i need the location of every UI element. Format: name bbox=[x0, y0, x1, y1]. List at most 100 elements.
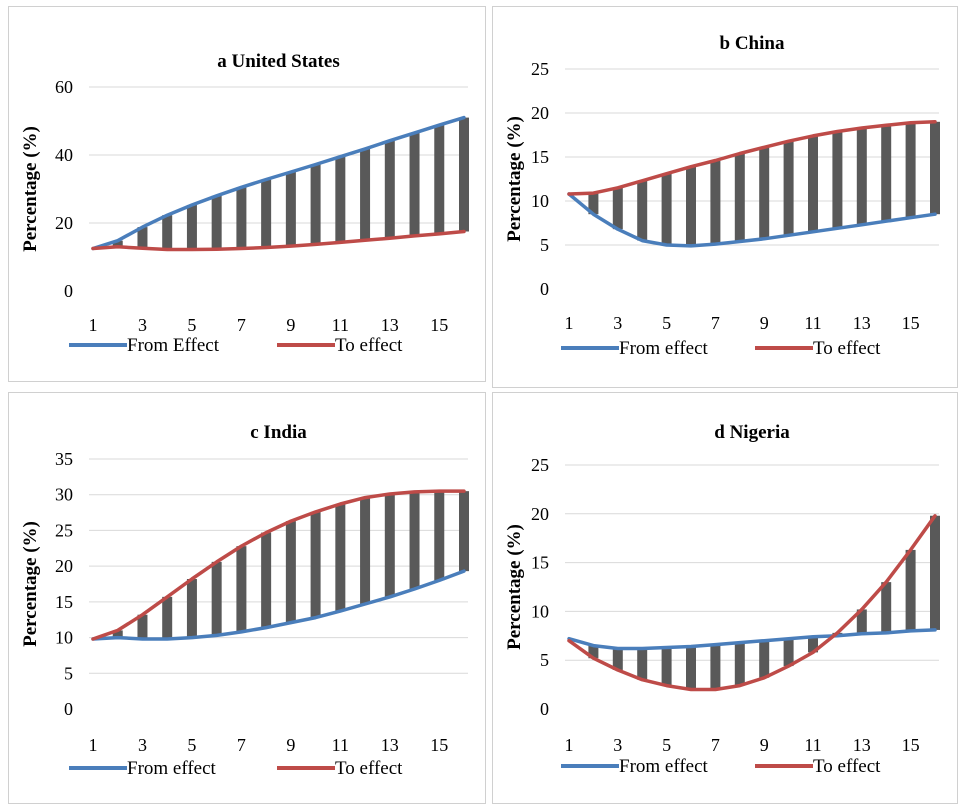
x-tick-label: 3 bbox=[138, 315, 147, 335]
difference-bar bbox=[734, 153, 745, 242]
x-tick-label: 5 bbox=[662, 313, 671, 333]
difference-bar bbox=[211, 561, 222, 636]
chart-panel-b: 0 5 10 15 20 25 1 3 5 7 9 11 13 15 b China Percentage (… bbox=[492, 6, 958, 388]
difference-bar bbox=[285, 172, 296, 247]
y-axis-label: Percentage (%) bbox=[20, 126, 41, 252]
y-tick-label: 20 bbox=[531, 103, 549, 123]
y-tick-label: 5 bbox=[540, 650, 549, 670]
difference-bar bbox=[856, 609, 867, 634]
difference-bar bbox=[335, 156, 346, 243]
difference-bar bbox=[186, 204, 197, 250]
legend-label: From Effect bbox=[127, 335, 220, 356]
difference-bar bbox=[261, 179, 272, 248]
difference-bar bbox=[409, 132, 420, 236]
difference-bar bbox=[588, 645, 599, 659]
difference-bar bbox=[211, 195, 222, 250]
difference-bar bbox=[759, 147, 770, 239]
y-tick-label: 0 bbox=[64, 281, 73, 301]
y-tick-label: 15 bbox=[55, 592, 73, 612]
difference-bar bbox=[459, 117, 469, 232]
difference-bar bbox=[783, 638, 794, 667]
y-tick-label: 20 bbox=[531, 504, 549, 524]
x-tick-label: 7 bbox=[711, 735, 720, 755]
difference-bar bbox=[661, 647, 672, 686]
difference-bar bbox=[759, 640, 770, 678]
series-line-to-effect bbox=[567, 120, 937, 196]
difference-bar bbox=[459, 491, 469, 572]
x-tick-label: 5 bbox=[187, 735, 196, 755]
difference-bar bbox=[881, 582, 892, 633]
legend-label: From effect bbox=[127, 758, 217, 779]
x-tick-label: 11 bbox=[804, 313, 821, 333]
chart-title: a United States bbox=[217, 51, 339, 72]
x-tick-label: 11 bbox=[804, 735, 821, 755]
difference-bar bbox=[686, 166, 696, 246]
series-line-from-effect bbox=[567, 628, 937, 651]
difference-bar bbox=[612, 187, 623, 230]
difference-bar bbox=[261, 532, 272, 628]
difference-bar bbox=[112, 240, 123, 247]
difference-bar bbox=[310, 164, 321, 245]
x-tick-label: 15 bbox=[430, 735, 448, 755]
x-tick-label: 9 bbox=[286, 315, 295, 335]
difference-bar bbox=[661, 173, 672, 245]
difference-bar bbox=[783, 141, 794, 236]
difference-bar bbox=[832, 131, 843, 229]
chart-panel-d: 0 5 10 15 20 25 1 3 5 7 9 11 13 15 d Nigeria Percentage… bbox=[492, 392, 958, 804]
series-line-to-effect bbox=[91, 229, 466, 252]
difference-bar bbox=[710, 644, 721, 690]
y-tick-label: 25 bbox=[531, 455, 549, 475]
x-tick-label: 15 bbox=[902, 735, 920, 755]
difference-bar bbox=[384, 494, 395, 597]
y-tick-label: 40 bbox=[55, 145, 73, 165]
difference-bar bbox=[905, 122, 916, 218]
y-axis-label: Percentage (%) bbox=[504, 116, 525, 242]
x-tick-label: 11 bbox=[332, 735, 349, 755]
difference-bar bbox=[612, 648, 623, 670]
x-tick-label: 13 bbox=[381, 315, 399, 335]
y-tick-label: 10 bbox=[55, 628, 73, 648]
y-tick-label: 25 bbox=[55, 520, 73, 540]
series-line-from-effect bbox=[91, 115, 466, 251]
y-tick-label: 25 bbox=[531, 59, 549, 79]
y-tick-label: 5 bbox=[64, 663, 73, 683]
chart-panel-c: 0 5 10 15 20 25 30 35 1 3 5 7 9 11 13 15 c India Percenta… bbox=[8, 392, 486, 804]
legend-label: To effect bbox=[813, 756, 881, 777]
chart-title: b China bbox=[720, 33, 785, 54]
x-tick-label: 13 bbox=[381, 735, 399, 755]
difference-bar bbox=[588, 193, 599, 215]
series-line-from-effect bbox=[91, 569, 466, 641]
difference-bar bbox=[360, 148, 371, 241]
x-tick-label: 7 bbox=[237, 315, 246, 335]
y-axis-label: Percentage (%) bbox=[20, 521, 41, 647]
difference-bar bbox=[384, 140, 395, 239]
x-tick-label: 9 bbox=[286, 735, 295, 755]
legend-label: To effect bbox=[813, 338, 881, 359]
y-tick-label: 15 bbox=[531, 147, 549, 167]
x-tick-label: 11 bbox=[332, 315, 349, 335]
x-tick-label: 1 bbox=[89, 735, 98, 755]
difference-bar bbox=[137, 227, 148, 249]
difference-bar bbox=[335, 504, 346, 612]
x-tick-label: 1 bbox=[565, 313, 574, 333]
difference-bar bbox=[637, 648, 648, 680]
x-tick-label: 9 bbox=[760, 735, 769, 755]
y-tick-label: 0 bbox=[64, 699, 73, 719]
difference-bar bbox=[137, 614, 148, 639]
y-tick-label: 10 bbox=[531, 601, 549, 621]
difference-bar bbox=[637, 180, 648, 241]
difference-bar bbox=[409, 491, 420, 589]
difference-bar bbox=[186, 579, 197, 638]
y-tick-label: 60 bbox=[55, 77, 73, 97]
x-tick-label: 3 bbox=[613, 735, 622, 755]
series-line-to-effect bbox=[567, 514, 937, 692]
x-tick-label: 1 bbox=[565, 735, 574, 755]
difference-bar bbox=[881, 125, 892, 222]
difference-bar bbox=[285, 521, 296, 623]
difference-bar bbox=[236, 546, 247, 632]
difference-bar bbox=[930, 515, 940, 630]
difference-bar bbox=[686, 646, 696, 690]
difference-bar bbox=[162, 215, 173, 250]
